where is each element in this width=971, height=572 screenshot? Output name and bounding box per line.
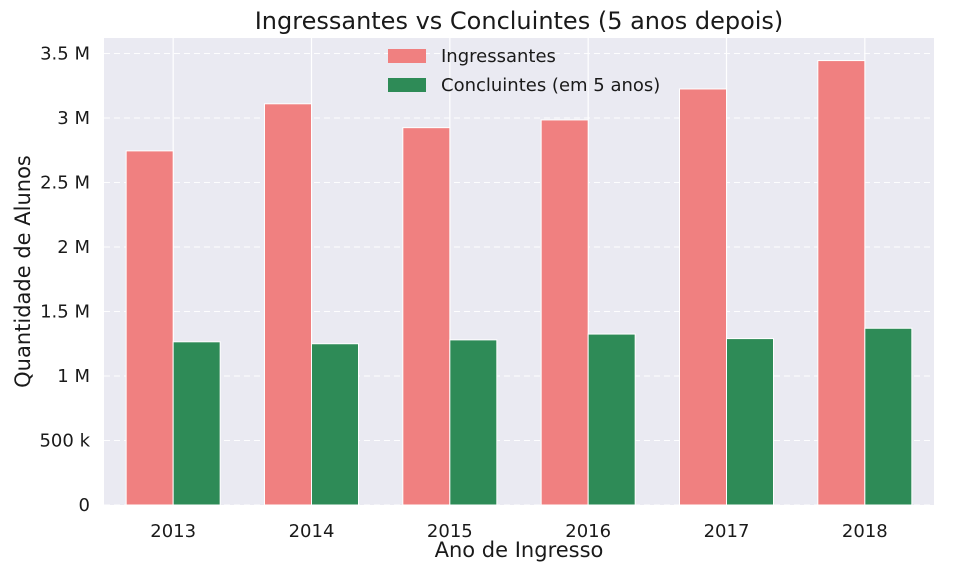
legend: Ingressantes Concluintes (em 5 anos) (388, 46, 660, 96)
legend-swatch-concluintes (388, 78, 426, 92)
bar-ingressantes-2013 (125, 150, 174, 506)
bar-concluintes-2016 (587, 333, 636, 506)
bar-concluintes-2015 (449, 339, 498, 506)
y-tick-label: 500 k (39, 430, 90, 451)
y-tick-labels: 0 500 k 1 M 1.5 M 2 M 2.5 M 3 M 3.5 M (39, 43, 90, 516)
legend-label-ingressantes: Ingressantes (441, 46, 556, 67)
bar-ingressantes-2016 (540, 119, 589, 506)
bar-ingressantes-2014 (264, 103, 312, 506)
bar-concluintes-2018 (864, 327, 913, 506)
chart-title: Ingressantes vs Concluintes (5 anos depo… (255, 7, 784, 35)
y-tick-label: 1 M (57, 366, 90, 387)
y-tick-label: 3.5 M (40, 43, 90, 64)
x-tick-label: 2015 (427, 521, 473, 542)
y-tick-label: 2 M (57, 237, 90, 258)
bar-concluintes-2014 (311, 343, 359, 506)
x-tick-label: 2017 (704, 521, 750, 542)
bar-ingressantes-2017 (679, 88, 727, 506)
x-tick-label: 2016 (565, 521, 611, 542)
legend-label-concluintes: Concluintes (em 5 anos) (441, 75, 660, 96)
bar-concluintes-2017 (726, 338, 774, 506)
x-axis-label: Ano de Ingresso (435, 538, 604, 562)
x-tick-label: 2018 (842, 521, 888, 542)
y-tick-label: 2.5 M (40, 172, 90, 193)
bars (125, 60, 913, 506)
legend-swatch-ingressantes (388, 49, 426, 63)
x-tick-labels: 2013 2014 2015 2016 2017 2018 (150, 521, 887, 542)
y-axis-label: Quantidade de Alunos (11, 155, 35, 388)
y-tick-label: 0 (79, 495, 90, 516)
x-tick-label: 2014 (289, 521, 335, 542)
y-tick-label: 1.5 M (40, 301, 90, 322)
bar-ingressantes-2018 (817, 60, 866, 506)
plot-area (104, 38, 934, 505)
bar-concluintes-2013 (172, 341, 221, 506)
y-tick-label: 3 M (57, 108, 90, 129)
bar-ingressantes-2015 (402, 127, 451, 506)
x-tick-label: 2013 (150, 521, 196, 542)
